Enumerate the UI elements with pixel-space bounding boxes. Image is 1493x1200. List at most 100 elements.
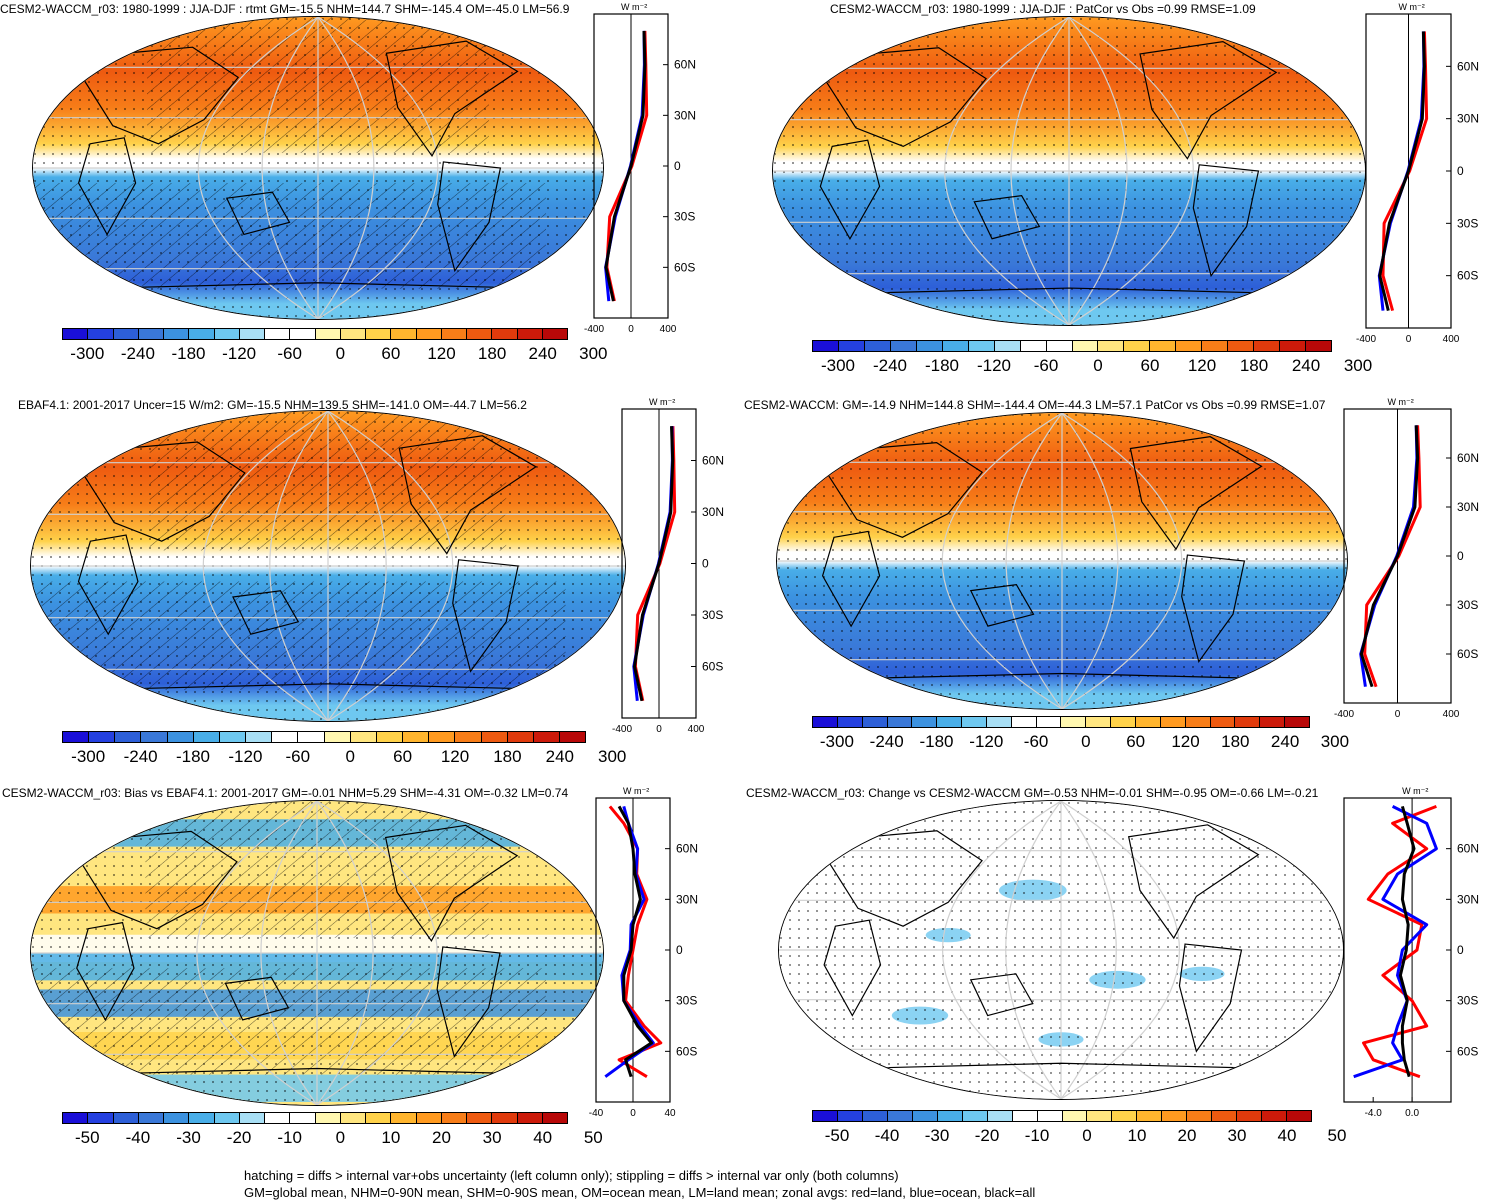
- colorbar-swatch: [391, 329, 417, 339]
- colorbar-swatch: [115, 732, 142, 742]
- colorbar-swatch: [88, 329, 114, 339]
- colorbar-swatch: [1086, 717, 1112, 727]
- x-tick-label: 0: [628, 324, 634, 335]
- caption-line-2: GM=global mean, NHM=0-90N mean, SHM=0-90…: [244, 1185, 1036, 1200]
- colorbar-swatch: [239, 1113, 265, 1123]
- colorbar-swatch: [467, 329, 493, 339]
- map-field: [33, 17, 603, 319]
- colorbar-swatch: [1185, 717, 1211, 727]
- colorbar-swatch: [517, 329, 543, 339]
- colorbar-swatch: [189, 1113, 215, 1123]
- colorbar-swatch: [1162, 1111, 1188, 1121]
- x-tick-label: 0: [1406, 334, 1412, 345]
- colorbar-swatch: [366, 1113, 392, 1123]
- colorbar-swatch: [1237, 1111, 1263, 1121]
- colorbar-swatch: [813, 717, 838, 727]
- colorbar-swatch: [403, 732, 430, 742]
- zonal-line-all: [1398, 805, 1416, 1078]
- colorbar-swatch: [1036, 717, 1062, 727]
- colorbar-swatch: [239, 329, 265, 339]
- colorbar-swatch: [141, 732, 168, 742]
- lat-tick-label: 0: [674, 159, 681, 173]
- colorbar-swatch: [1020, 341, 1047, 351]
- colorbar-swatch: [416, 329, 442, 339]
- colorbar-swatch: [63, 329, 89, 339]
- colorbar-swatch: [350, 732, 377, 742]
- colorbar-swatch: [838, 341, 865, 351]
- x-tick-label: -400: [584, 324, 604, 335]
- colorbar: -300 -240 -180 -120 -60 0 60 120 180 240 300: [812, 340, 1372, 378]
- colorbar-swatch: [1235, 717, 1261, 727]
- zonal-line-land: [605, 30, 649, 302]
- colorbar-swatch: [1098, 341, 1125, 351]
- map: [30, 410, 626, 722]
- colorbar-swatch: [517, 1113, 543, 1123]
- colorbar: -300 -240 -180 -120 -60 0 60 120 180 240 300: [62, 731, 626, 769]
- colorbar-labels: -50 -40 -30 -20 -10 0 10 20 30 40 50: [62, 1128, 603, 1150]
- colorbar-tick-label: 0: [1082, 1126, 1092, 1145]
- colorbar-tick-label: -120: [222, 344, 257, 363]
- lat-tick-label: 60N: [702, 454, 724, 468]
- x-tick-label: -400: [1334, 709, 1354, 720]
- colorbar-tick-label: 10: [1127, 1126, 1147, 1145]
- map-field: [773, 17, 1365, 325]
- colorbar-tick-label: -40: [125, 1128, 151, 1147]
- colorbar-swatch: [113, 1113, 139, 1123]
- x-tick-label: 0: [656, 724, 662, 735]
- colorbar-swatch: [1176, 341, 1203, 351]
- colorbar-swatch: [63, 732, 90, 742]
- colorbar-swatch: [88, 1113, 114, 1123]
- panel-title: CESM2-WACCM_r03: Bias vs EBAF4.1: 2001-2…: [2, 786, 569, 800]
- colorbar-tick-label: 300: [1320, 732, 1350, 751]
- colorbar-labels: -300 -240 -180 -120 -60 0 60 120 180 240 300: [62, 747, 626, 769]
- colorbar-tick-label: 300: [579, 344, 608, 363]
- colorbar-tick-label: -120: [228, 747, 263, 766]
- lat-tick-label: 60N: [676, 842, 698, 856]
- units-label: W m⁻²: [1388, 397, 1414, 407]
- colorbar-tick-label: -60: [1023, 732, 1049, 751]
- colorbar-swatch: [1285, 717, 1309, 727]
- colorbar-tick-label: -180: [171, 344, 206, 363]
- colorbar-swatch: [937, 717, 963, 727]
- colorbar-tick-label: 180: [1239, 356, 1269, 375]
- colorbar-swatch: [391, 1113, 417, 1123]
- lat-tick-label: 60N: [1457, 59, 1479, 73]
- colorbar-swatch: [837, 717, 863, 727]
- colorbar-tick-label: 60: [1140, 356, 1160, 375]
- colorbar-swatch: [987, 1111, 1013, 1121]
- lat-tick-label: 30N: [1457, 892, 1479, 906]
- map: [778, 800, 1344, 1100]
- colorbar-swatch: [962, 717, 987, 727]
- colorbar-swatch: [507, 732, 534, 742]
- colorbar-swatch: [366, 329, 392, 339]
- caption-line-1: hatching = diffs > internal var+obs unce…: [244, 1168, 899, 1183]
- zonal-mean-plot: W m⁻² 60N 30N 0 30S 60S -4.0 0.0: [1343, 786, 1479, 1119]
- colorbar-tick-label: -20: [974, 1126, 1000, 1145]
- colorbar-swatch: [1160, 717, 1186, 727]
- colorbar-swatch: [968, 341, 995, 351]
- units-label: W m⁻²: [649, 397, 675, 407]
- colorbar: -50 -40 -30 -20 -10 0 10 20 30 40 50: [812, 1110, 1346, 1148]
- lat-tick-label: 0: [1457, 549, 1464, 563]
- lat-tick-label: 30N: [674, 108, 696, 122]
- lat-tick-label: 30N: [1457, 500, 1479, 514]
- zonal-line-ocean: [632, 426, 674, 701]
- colorbar-tick-label: 30: [482, 1128, 502, 1147]
- lat-tick-label: 60S: [702, 660, 723, 674]
- colorbar-swatch: [246, 732, 273, 742]
- colorbar-tick-label: 120: [427, 344, 456, 363]
- colorbar-swatch: [441, 1113, 467, 1123]
- colorbar-tick-label: -180: [175, 747, 211, 766]
- colorbar-swatch: [1062, 1111, 1088, 1121]
- colorbar-swatch: [887, 1111, 913, 1121]
- colorbar-swatch: [214, 1113, 240, 1123]
- colorbar-swatch: [1287, 1111, 1312, 1121]
- colorbar-swatches: [812, 340, 1332, 352]
- units-label: W m⁻²: [1399, 2, 1425, 12]
- colorbar-tick-label: -50: [824, 1126, 850, 1145]
- colorbar-swatch: [1046, 341, 1073, 351]
- lat-tick-label: 60N: [1457, 842, 1479, 856]
- zonal-line-ocean: [1377, 31, 1426, 311]
- map: [776, 412, 1348, 710]
- colorbar-tick-label: 120: [1171, 732, 1200, 751]
